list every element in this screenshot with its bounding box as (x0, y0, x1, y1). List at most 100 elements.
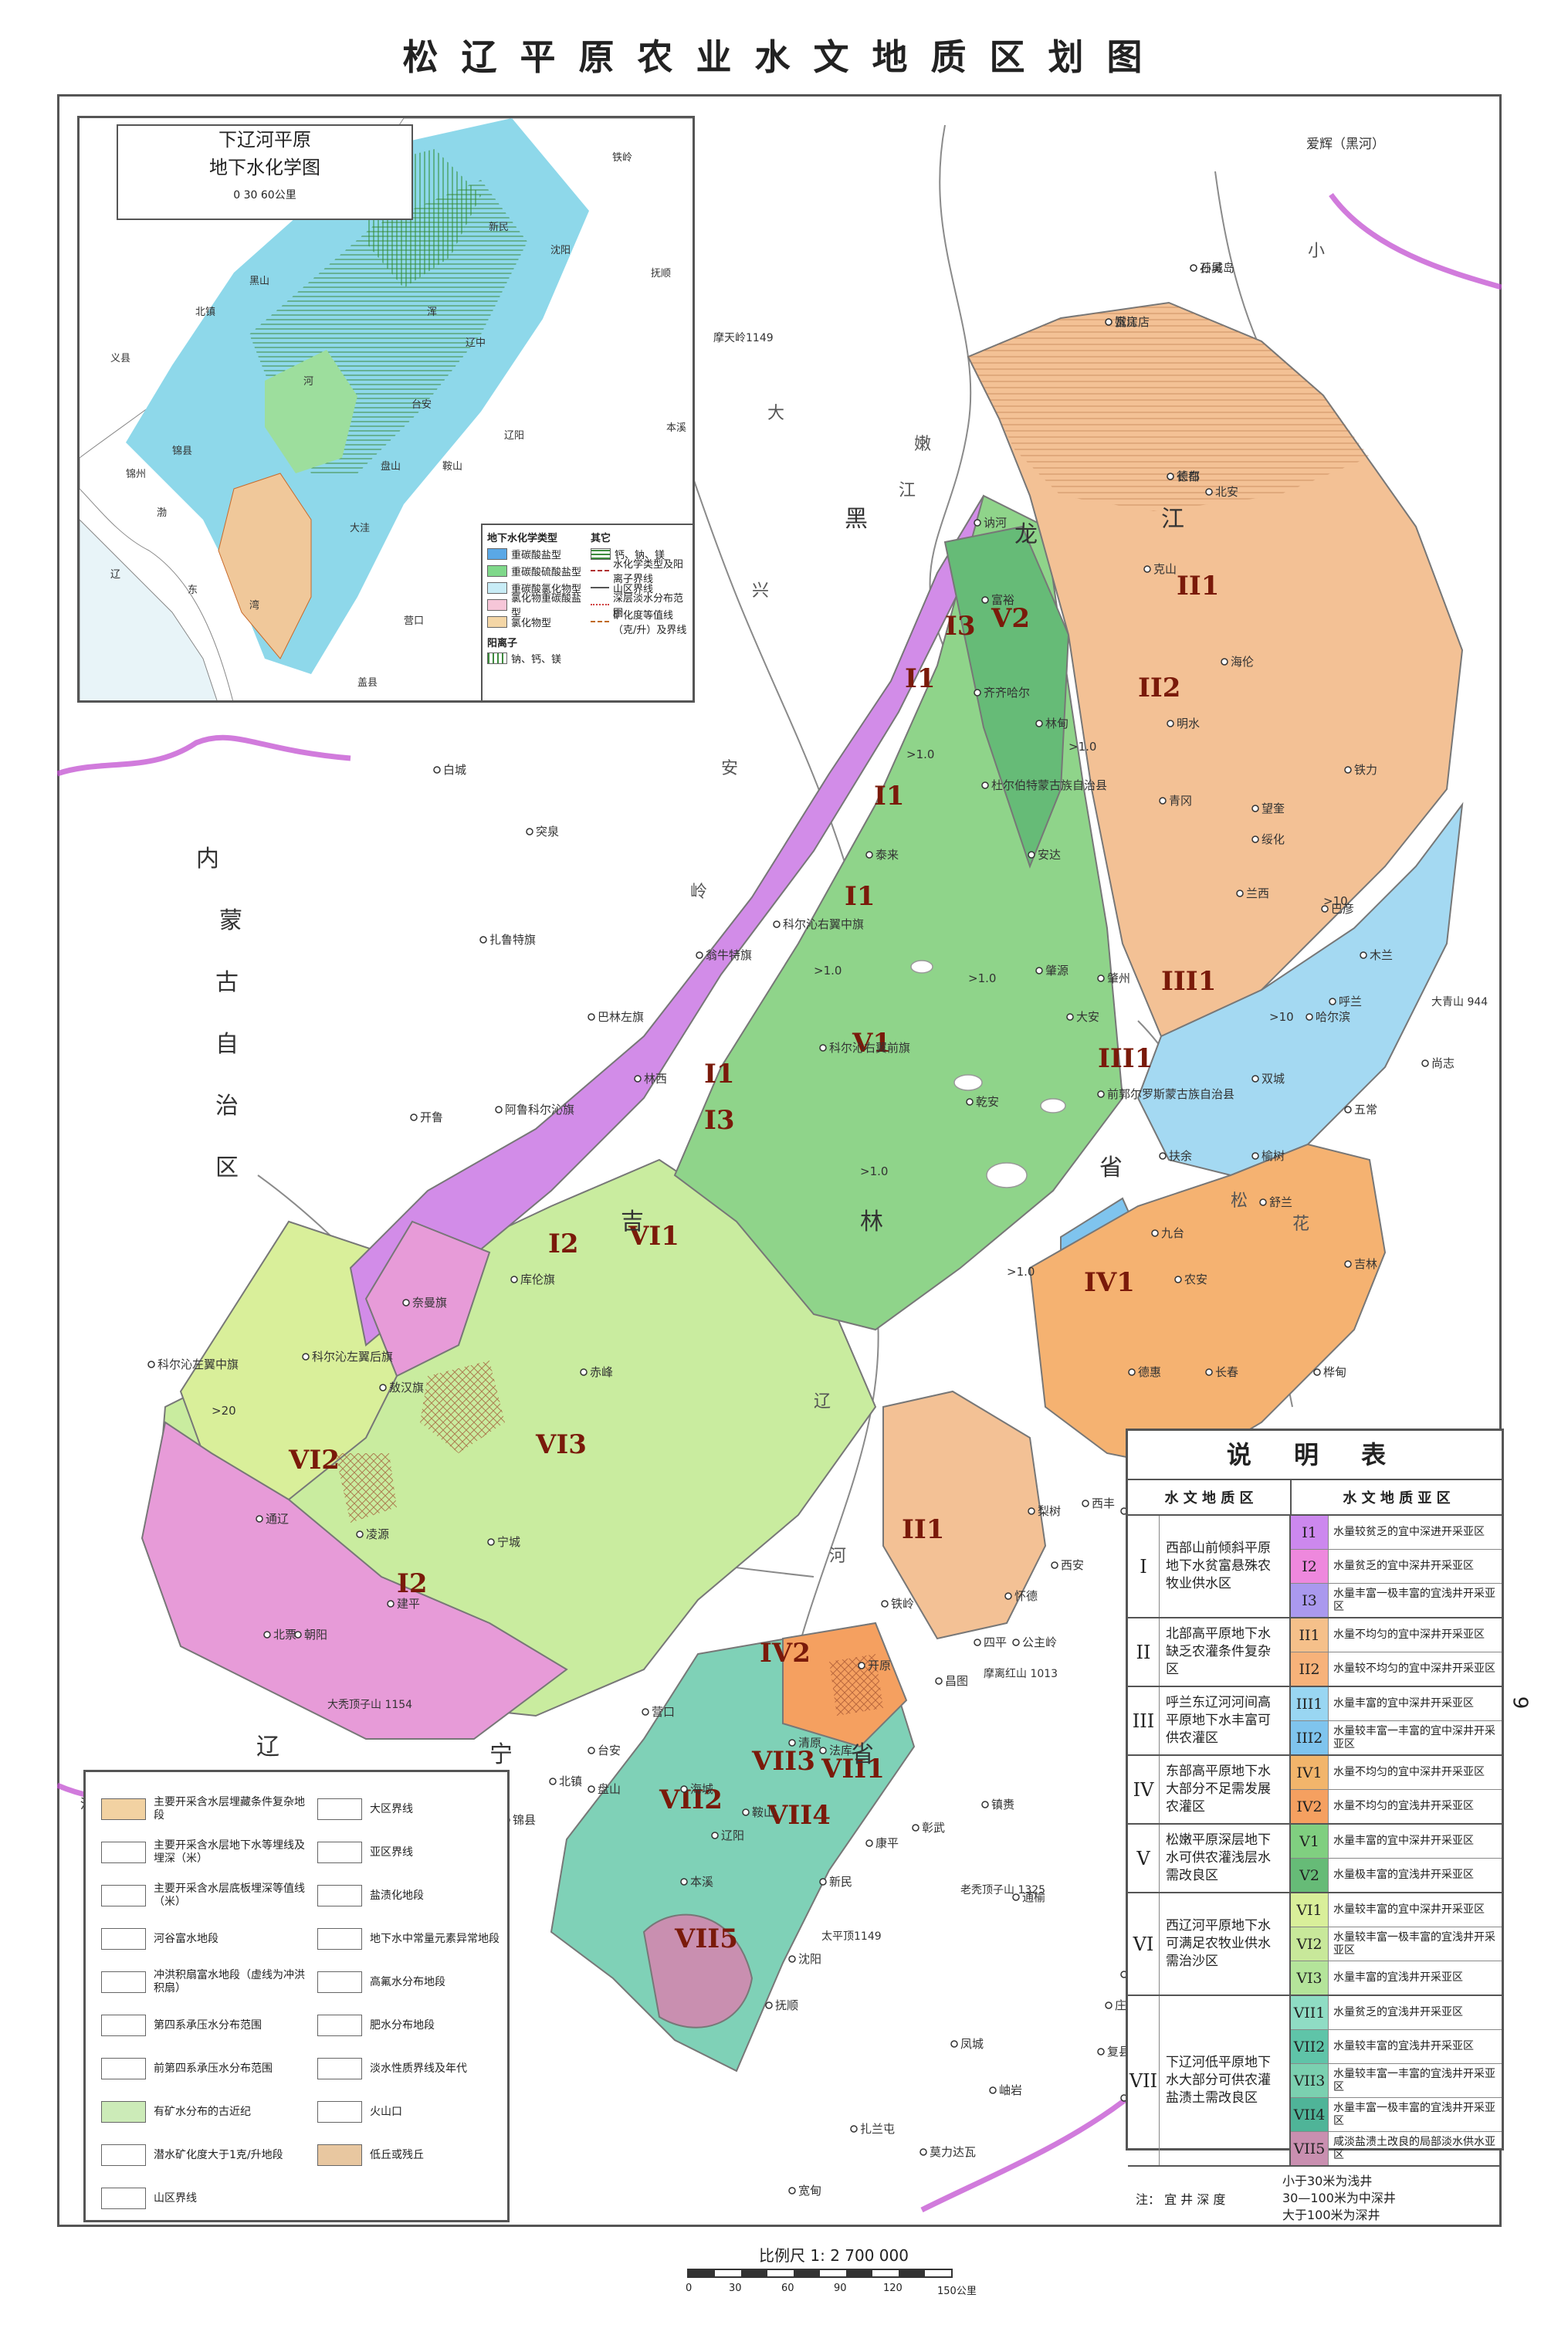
mountain-labels: 摩天岭1149 大秃顶子山 1154 大青山 944 摩离红山 1013 老秃顶… (327, 331, 1488, 1943)
swatch (591, 587, 609, 588)
scale-tick: 60 (781, 2283, 794, 2294)
city-label: 双城 (1262, 1072, 1285, 1086)
city-label: 建平 (397, 1597, 420, 1611)
subzone-row: I1 水量较贫乏的宜中深进开采亚区 (1291, 1516, 1502, 1550)
city-label: 莫力达瓦 (930, 2145, 976, 2159)
region-char: 区 (215, 1154, 239, 1181)
city-label: 梨树 (1038, 1504, 1061, 1518)
region-char: 宁 (489, 1741, 513, 1768)
city-marker (387, 1600, 395, 1608)
city-marker (588, 1013, 595, 1021)
inset-place-label: 辽中 (466, 337, 486, 349)
inset-place-label: 抚顺 (651, 268, 672, 280)
inset-map[interactable]: 下辽河平原 地下水化学图 0 30 60公里 铁岭 新民 沈阳 抚顺 本溪 辽中 台安 盘山 鞍… (77, 116, 695, 703)
city-label: 凤城 (960, 2037, 984, 2051)
symbol-legend-item: 潜水矿化度大于1克/升地段 (101, 2134, 310, 2177)
city-marker (1344, 1106, 1352, 1113)
zone-label: I2 (548, 1229, 579, 1259)
city-marker (1421, 1059, 1429, 1067)
inset-legend-cation: 阳离子 (487, 638, 518, 649)
symbol-legend-item: 主要开采含水层底板埋深等值线（米） (101, 1874, 310, 1917)
city-marker (1205, 488, 1213, 496)
city-marker (433, 766, 441, 774)
city-marker (1035, 720, 1043, 727)
symbol-label: 地下水中常量元素异常地段 (370, 1932, 500, 1945)
swatch (487, 547, 507, 560)
city-marker (1105, 318, 1113, 326)
city-label: 岫岩 (999, 2083, 1022, 2097)
city-marker (1159, 797, 1167, 805)
city-marker (1097, 2048, 1105, 2056)
zone-number: VI (1128, 1893, 1160, 1995)
legend-item: 钠、钙、镁 (511, 653, 562, 666)
city-label: 北镇 (559, 1774, 582, 1788)
city-marker (1097, 974, 1105, 982)
zone-II[interactable] (882, 301, 1464, 1640)
subzone-code: VI1 (1291, 1893, 1329, 1927)
city-label: 兰西 (1246, 886, 1269, 900)
symbol-label: 前第四系承压水分布范围 (154, 2062, 273, 2075)
city-marker (549, 1778, 557, 1785)
symbol-legend-right: 大区界线 亚区界线 盐渍化地段 地下水中常量元素异常地段 高氟水分布地段 肥水分布地段 淡水… (317, 1788, 503, 2177)
city-label: 齐齐哈尔 (984, 686, 1030, 700)
city-label: 海伦 (1231, 655, 1254, 669)
region-char: 省 (1099, 1154, 1123, 1181)
city-label: 扎兰屯 (860, 2122, 895, 2136)
main-map[interactable]: 124 126 128 I1 I3 I1 I1 I1 I3 I2 I2 II1 … (57, 94, 1502, 2227)
city-marker (865, 851, 873, 859)
inset-place-label: 鞍山 (442, 461, 463, 473)
inset-title-line1: 下辽河平原 (218, 129, 311, 151)
city-label: 科尔沁右翼中旗 (783, 917, 864, 931)
city-label: 四平 (984, 1635, 1007, 1649)
zone-labels: I1 I3 I1 I1 I1 I3 I2 I2 II1 II2 II1 III1… (288, 571, 1219, 1954)
zone-row: V 松嫩平原深层地下水可供农灌浅层水需改良区 V1 水量丰富的宜中深井开采亚区 V2 水量… (1128, 1825, 1502, 1893)
city-marker (935, 1677, 943, 1685)
symbol-label: 火山口 (370, 2105, 402, 2118)
city-label: 白城 (443, 763, 466, 777)
symbol-label: 大区界线 (370, 1802, 413, 1815)
symbol-legend: 主要开采含水层埋藏条件复杂地段 主要开采含水层地下水等埋线及埋深（米） 主要开采含水… (83, 1770, 510, 2222)
symbol-legend-item: 淡水性质界线及年代 (317, 2047, 503, 2090)
symbol-swatch (101, 2101, 146, 2123)
symbol-swatch (317, 2101, 362, 2123)
region-char: 黑 (845, 506, 868, 533)
scale-tick: 150公里 (937, 2286, 977, 2297)
symbol-legend-item: 第四系承压水分布范围 (101, 2004, 310, 2047)
city-marker (1167, 473, 1174, 480)
city-label: 营口 (652, 1705, 675, 1719)
city-marker (588, 1785, 595, 1793)
scale-label: 比例尺 1: 2 700 000 (759, 2246, 909, 2265)
symbol-legend-item: 地下水中常量元素异常地段 (317, 1917, 503, 1961)
zone-row: II 北部高平原地下水缺乏农灌条件复杂区 II1 水量不均匀的宜中深井开采亚区 II2 水… (1128, 1618, 1502, 1687)
city-label: 通辽 (266, 1512, 289, 1526)
symbol-legend-item: 高氟水分布地段 (317, 1961, 503, 2004)
subzone-row: VII2 水量较丰富的宜浅井开采亚区 (1291, 2030, 1502, 2064)
city-label: 林西 (644, 1072, 667, 1086)
symbol-legend-item: 亚区界线 (317, 1831, 503, 1874)
city-marker (1167, 720, 1174, 727)
zone-V[interactable] (673, 494, 1124, 1331)
city-marker (912, 1824, 919, 1832)
city-marker (510, 1276, 518, 1283)
region-char: 内 (196, 846, 219, 873)
city-label: 突泉 (536, 825, 559, 839)
city-label: 彰武 (922, 1821, 945, 1835)
geo-label: 江 (899, 481, 916, 500)
zone-I[interactable] (141, 495, 984, 1740)
city-label: 镇赉 (991, 1798, 1014, 1812)
subzone-row: I2 水量贫乏的宜中深井开采亚区 (1291, 1550, 1502, 1584)
subzone-description: 水量较贫乏的宜中深进开采亚区 (1333, 1526, 1485, 1538)
subzone-row: V1 水量丰富的宜中深井开采亚区 (1291, 1825, 1502, 1859)
subzone-code: III1 (1291, 1687, 1329, 1720)
city-marker (1028, 851, 1035, 859)
city-marker (1151, 1229, 1159, 1237)
city-marker (1236, 890, 1244, 897)
zone-number: III (1128, 1687, 1160, 1754)
city-marker (819, 1878, 827, 1886)
zone-name: 北部高平原地下水缺乏农灌条件复杂区 (1160, 1618, 1291, 1686)
subzone-description: 水量贫乏的宜浅井开采亚区 (1333, 2006, 1463, 2018)
city-marker (819, 1747, 827, 1754)
zone-label: VI1 (628, 1221, 679, 1252)
inset-place-label: 辽阳 (504, 430, 525, 442)
city-marker (1251, 1152, 1259, 1160)
